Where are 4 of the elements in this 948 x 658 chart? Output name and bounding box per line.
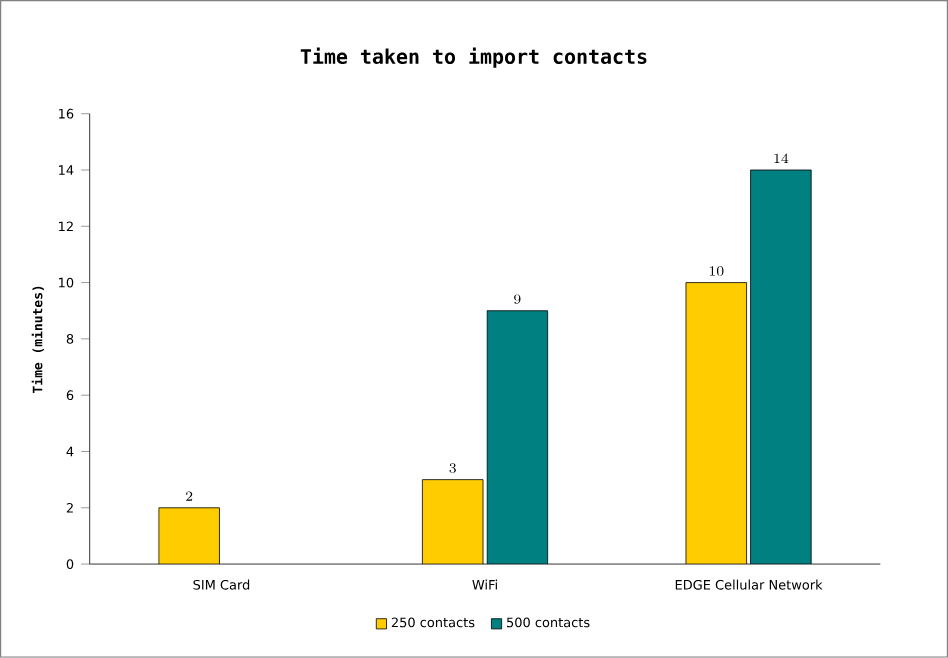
bar <box>422 479 484 565</box>
chart-title: Time taken to import contacts <box>300 47 647 68</box>
bar <box>685 282 747 565</box>
bar <box>158 507 220 565</box>
